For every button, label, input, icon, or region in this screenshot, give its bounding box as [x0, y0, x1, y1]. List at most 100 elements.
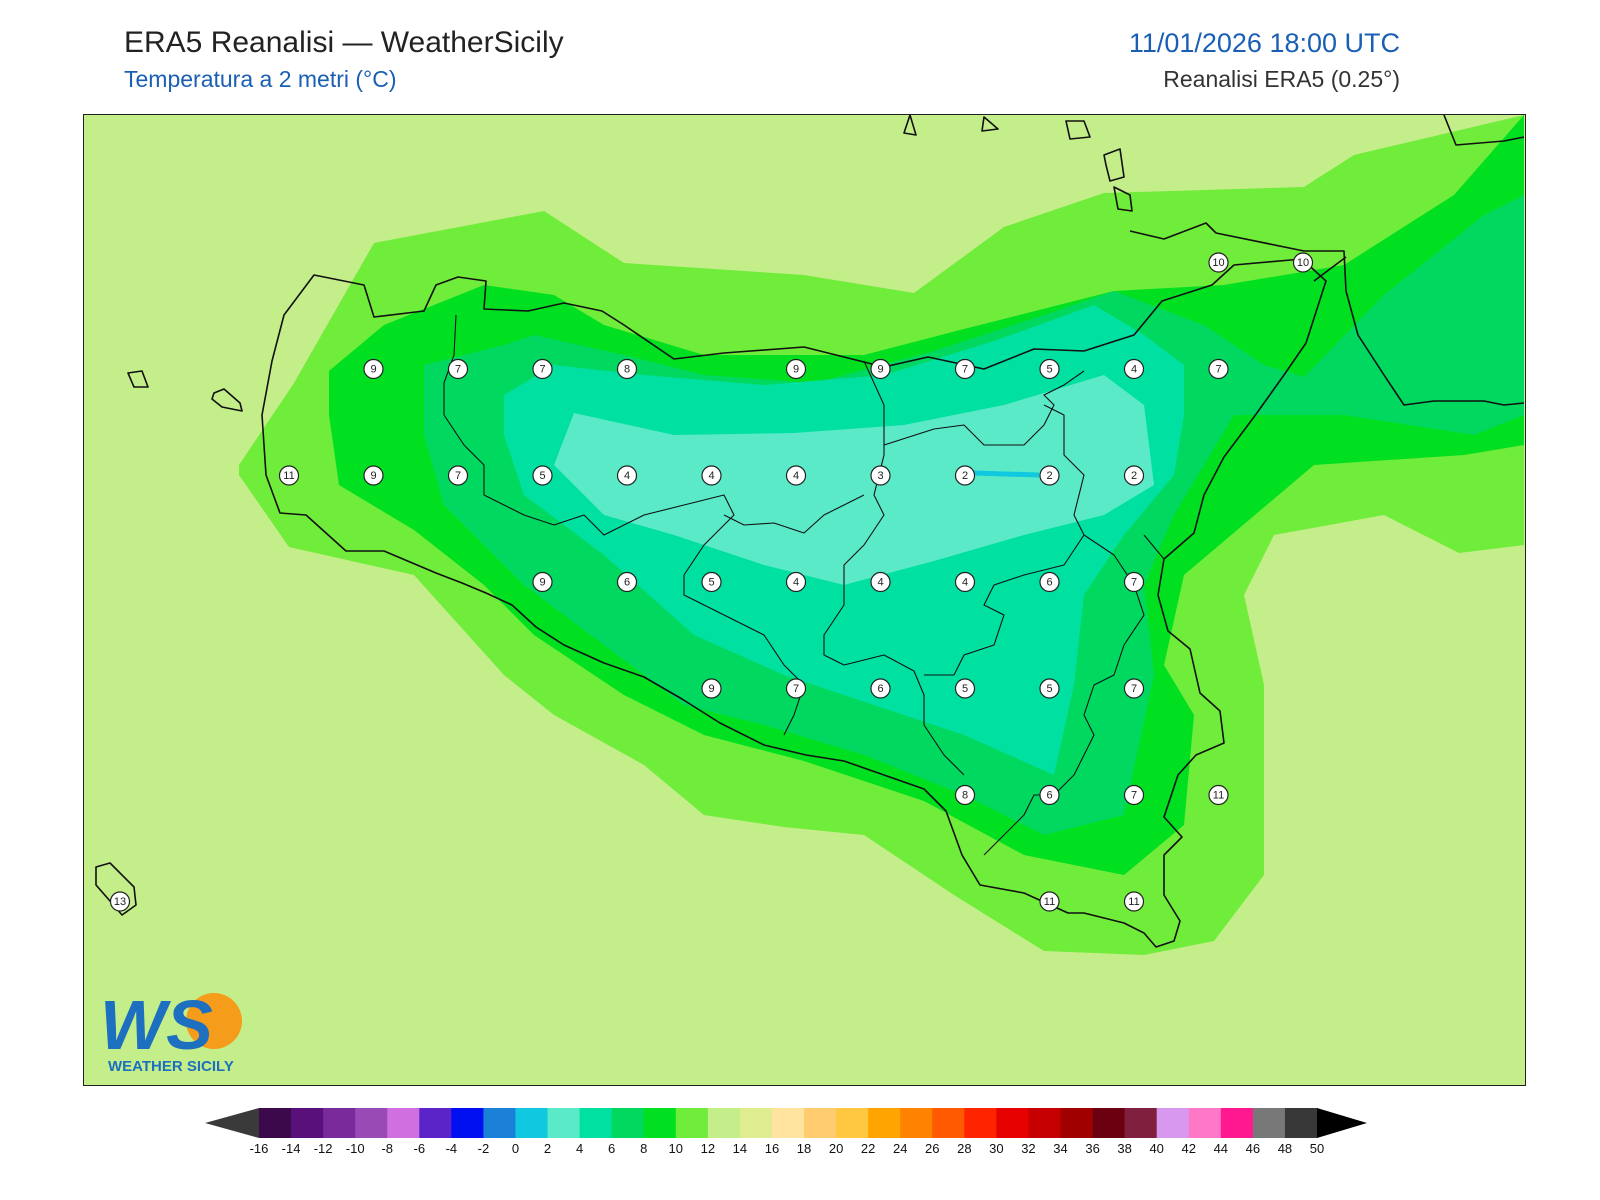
colorbar-tick-label: 14	[733, 1141, 747, 1156]
station-circle	[532, 358, 553, 380]
station-value: 9	[370, 364, 376, 376]
station-value: 4	[708, 470, 714, 482]
station-value: 4	[877, 577, 883, 589]
station-value: 2	[1046, 470, 1052, 482]
colorbar-high-arrow	[1317, 1108, 1367, 1138]
colorbar-swatch	[771, 1108, 805, 1138]
colorbar-tick-label: 22	[861, 1141, 875, 1156]
station-value: 4	[962, 577, 968, 589]
station-marker: 11	[1039, 891, 1060, 912]
station-circle	[109, 891, 131, 912]
station-marker: 4	[785, 465, 807, 486]
station-value: 4	[624, 470, 630, 482]
station-marker: 4	[701, 465, 722, 486]
station-marker: 10	[1208, 252, 1229, 273]
station-value: 7	[1131, 790, 1137, 802]
station-circle	[954, 571, 976, 593]
station-marker: 8	[616, 358, 638, 380]
colorbar-swatch	[355, 1108, 388, 1138]
station-circle	[701, 571, 722, 593]
station-circle	[870, 571, 891, 593]
station-marker: 11	[1208, 784, 1229, 806]
colorbar-tick-label: -16	[250, 1141, 269, 1156]
station-value: 5	[708, 577, 714, 589]
station-marker: 3	[870, 465, 891, 486]
colorbar-swatch	[868, 1108, 901, 1138]
station-circle	[1123, 891, 1145, 912]
station-marker: 7	[954, 358, 976, 380]
station-marker: 7	[447, 358, 469, 380]
station-circle	[954, 358, 976, 380]
station-value: 8	[624, 364, 630, 376]
colorbar-low-arrow	[205, 1108, 259, 1138]
station-circle	[1123, 571, 1145, 593]
station-value: 13	[114, 896, 126, 908]
colorbar-tick-label: 12	[701, 1141, 715, 1156]
colorbar-swatch	[1124, 1108, 1158, 1138]
station-marker: 2	[954, 465, 976, 486]
station-circle	[870, 465, 891, 486]
colorbar-swatch	[932, 1108, 965, 1138]
station-marker: 8	[954, 784, 976, 806]
colorbar-tick-label: -4	[446, 1141, 458, 1156]
station-circle	[363, 465, 384, 486]
colorbar-tick-label: 0	[512, 1141, 519, 1156]
station-circle	[785, 571, 807, 593]
colorbar-tick-label: -12	[314, 1141, 333, 1156]
colorbar-swatch	[611, 1108, 645, 1138]
colorbar-swatches	[205, 1108, 1367, 1138]
station-marker: 4	[870, 571, 891, 593]
station-circle	[1039, 784, 1060, 806]
station-circle	[785, 465, 807, 486]
station-circle	[278, 465, 300, 486]
colorbar-tick-label: 36	[1085, 1141, 1099, 1156]
colorbar-swatch	[675, 1108, 709, 1138]
colorbar-swatch	[1060, 1108, 1093, 1138]
logo-wordmark: WEATHER SICILY	[108, 1058, 234, 1075]
colorbar-swatch	[515, 1108, 548, 1138]
colorbar-tick-label: -2	[478, 1141, 490, 1156]
station-circle	[1208, 252, 1229, 273]
station-value: 11	[1044, 896, 1055, 908]
station-marker: 9	[363, 465, 384, 486]
station-marker: 9	[785, 358, 807, 380]
colorbar-swatch	[996, 1108, 1029, 1138]
colorbar-swatch	[1188, 1108, 1222, 1138]
station-marker: 7	[1208, 358, 1229, 380]
station-marker: 11	[278, 465, 300, 486]
colorbar-swatch	[964, 1108, 997, 1138]
station-value: 7	[539, 364, 545, 376]
colorbar-tick-label: 46	[1246, 1141, 1260, 1156]
colorbar-tick-label: 28	[957, 1141, 971, 1156]
province-borders	[443, 314, 1165, 856]
station-marker: 9	[870, 358, 891, 380]
colorbar-swatch	[1284, 1108, 1318, 1138]
station-value: 2	[1131, 470, 1137, 482]
station-value: 9	[793, 364, 799, 376]
colorbar-tick-label: 42	[1182, 1141, 1196, 1156]
station-value: 10	[1297, 257, 1309, 269]
station-marker: 13	[109, 891, 131, 912]
colorbar-tick-label: 4	[576, 1141, 583, 1156]
station-marker: 7	[1123, 571, 1145, 593]
station-circle	[954, 465, 976, 486]
station-value: 11	[283, 470, 294, 482]
station-marker: 9	[363, 358, 384, 380]
colorbar-tick-label: -8	[381, 1141, 393, 1156]
station-value: 6	[624, 577, 630, 589]
station-circle	[616, 358, 638, 380]
station-marker: 9	[701, 678, 722, 699]
station-value: 5	[1046, 364, 1052, 376]
station-circle	[954, 678, 976, 699]
station-marker: 5	[1039, 678, 1060, 699]
station-circle	[870, 678, 891, 699]
station-marker: 6	[870, 678, 891, 699]
colorbar-swatch	[739, 1108, 773, 1138]
colorbar-tick-label: 20	[829, 1141, 843, 1156]
map-title: ERA5 Reanalisi — WeatherSicily	[124, 26, 564, 59]
band-2-4	[554, 375, 1154, 585]
colorbar-swatch	[900, 1108, 933, 1138]
isoline-2	[973, 470, 1040, 478]
colorbar-tick-label: 50	[1310, 1141, 1324, 1156]
colorbar-swatch	[387, 1108, 420, 1138]
